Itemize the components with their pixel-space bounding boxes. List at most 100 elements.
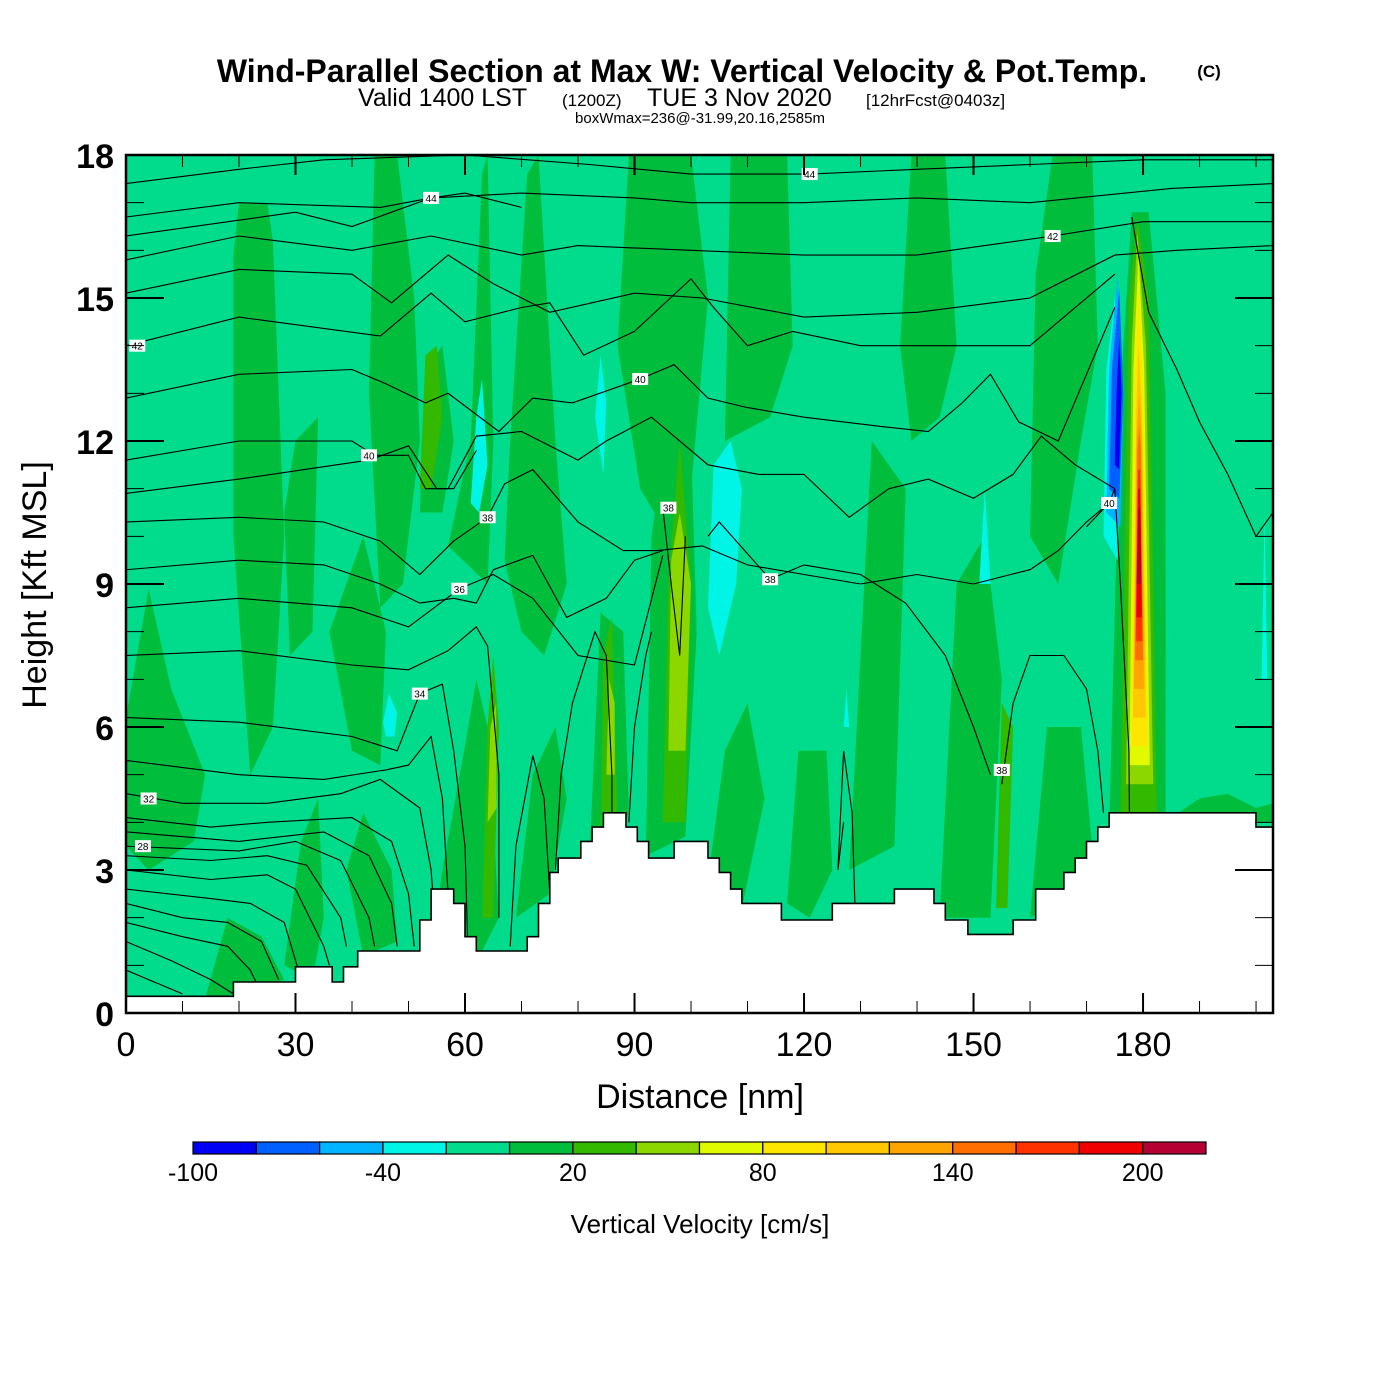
velocity-region [504,155,567,656]
y-tick-label: 15 [76,281,114,319]
x-tick-label: 60 [446,1026,484,1064]
theta-contour [126,902,280,980]
theta-contour [126,221,1273,261]
subtitle-forecast: [12hrFcst@0403z] [866,91,1005,110]
subtitle-valid: Valid 1400 LST [358,84,527,112]
contour-label-box [423,191,440,204]
contour-label-box [451,582,468,595]
colorbar-swatch [1142,1141,1207,1155]
velocity-region [284,417,319,656]
theta-contour [126,840,376,947]
theta-contour [707,521,992,775]
contour-label-text: 38 [996,766,1008,777]
theta-contour [662,507,686,656]
velocity-region [595,355,607,475]
contour-label-box [1044,230,1061,243]
colorbar-swatch [1078,1141,1144,1155]
y-axis-label: Height [Kft MSL] [16,461,54,709]
contour-label-text: 36 [454,585,466,596]
velocity-region [284,798,324,980]
contour-label-box [411,687,428,700]
theta-contour [126,735,455,942]
contour-label: 44 [801,168,818,181]
contour-label: 34 [411,687,428,701]
velocity-region [369,155,420,608]
colorbar-swatch [508,1141,574,1155]
colorbar-swatch [762,1141,827,1155]
velocity-region [996,703,1014,909]
theta-contour [628,631,653,823]
theta-contour [126,183,1273,218]
velocity-region [515,727,567,918]
velocity-region [787,750,833,918]
contour-label-box [479,511,496,524]
theta-contour [126,245,1273,318]
contour-label-text: 44 [426,194,438,205]
theta-contour [126,550,663,619]
theta-contour [126,416,1116,519]
contour-label: 40 [632,373,649,386]
contour-label: 38 [660,501,677,515]
y-tick-label: 6 [95,710,114,748]
contour-label: 28 [134,840,151,853]
contour-label-text: 44 [804,170,816,181]
colorbar-swatch [445,1141,511,1155]
colorbar-swatch [192,1141,257,1155]
colorbar-tick-label: 80 [749,1159,777,1187]
theta-contour [126,831,398,947]
velocity-region [1261,512,1268,680]
contour-label-box [801,168,818,181]
theta-contour [126,817,415,947]
velocity-region [900,155,957,441]
colorbar-tick-label: -100 [168,1159,218,1187]
contour-label-box [762,573,779,586]
colorbar-swatch [825,1141,891,1155]
colorbar-tick-label: 200 [1122,1159,1164,1187]
contour-label-box [1101,496,1118,509]
x-tick-label: 0 [117,1026,136,1064]
chart-title: Wind-Parallel Section at Max W: Vertical… [217,53,1147,89]
contour-label: 38 [762,573,779,586]
y-tick-label: 12 [76,424,114,462]
y-tick-label: 0 [95,996,114,1034]
colorbar-swatch [1015,1141,1080,1155]
velocity-region [843,688,850,727]
contour-label-box [134,840,151,853]
velocity-region [708,703,765,909]
theta-contour [837,750,856,904]
velocity-region [849,441,906,870]
contour-label-text: 42 [1047,232,1059,243]
contour-label-text: 38 [482,513,494,524]
terrain-mask [126,811,1273,1013]
theta-contour [126,778,438,947]
contour-label-text: 28 [137,842,149,853]
velocity-region [487,703,497,823]
colorbar-swatch [572,1141,637,1155]
contour-label: 40 [1101,496,1118,510]
theta-contour [126,307,1116,442]
colorbar-tick-label: -40 [365,1159,401,1187]
chart-annotation: boxWmax=236@-31.99,20.16,2585m [575,110,825,127]
x-axis-label: Distance [nm] [596,1078,804,1116]
x-tick-label: 90 [616,1026,654,1064]
contour-label: 38 [993,763,1010,777]
chart-title-suffix: (C) [1197,62,1221,81]
theta-contour [509,755,551,947]
colorbar-swatch [382,1141,447,1155]
contour-label: 32 [140,792,157,806]
contour-label: 38 [479,511,496,524]
contour-label-text: 40 [1104,499,1116,510]
velocity-region [1136,507,1142,584]
contour-label: 44 [423,191,440,205]
contour-label-box [632,373,649,386]
x-tick-label: 30 [277,1026,315,1064]
velocity-region [205,917,285,999]
contour-label-text: 34 [414,690,426,701]
contour-label-box [360,449,377,462]
y-tick-label: 9 [95,567,114,605]
velocity-region [233,202,285,775]
velocity-region [939,536,1002,918]
velocity-region [708,441,742,656]
colorbar-swatch [888,1141,954,1155]
